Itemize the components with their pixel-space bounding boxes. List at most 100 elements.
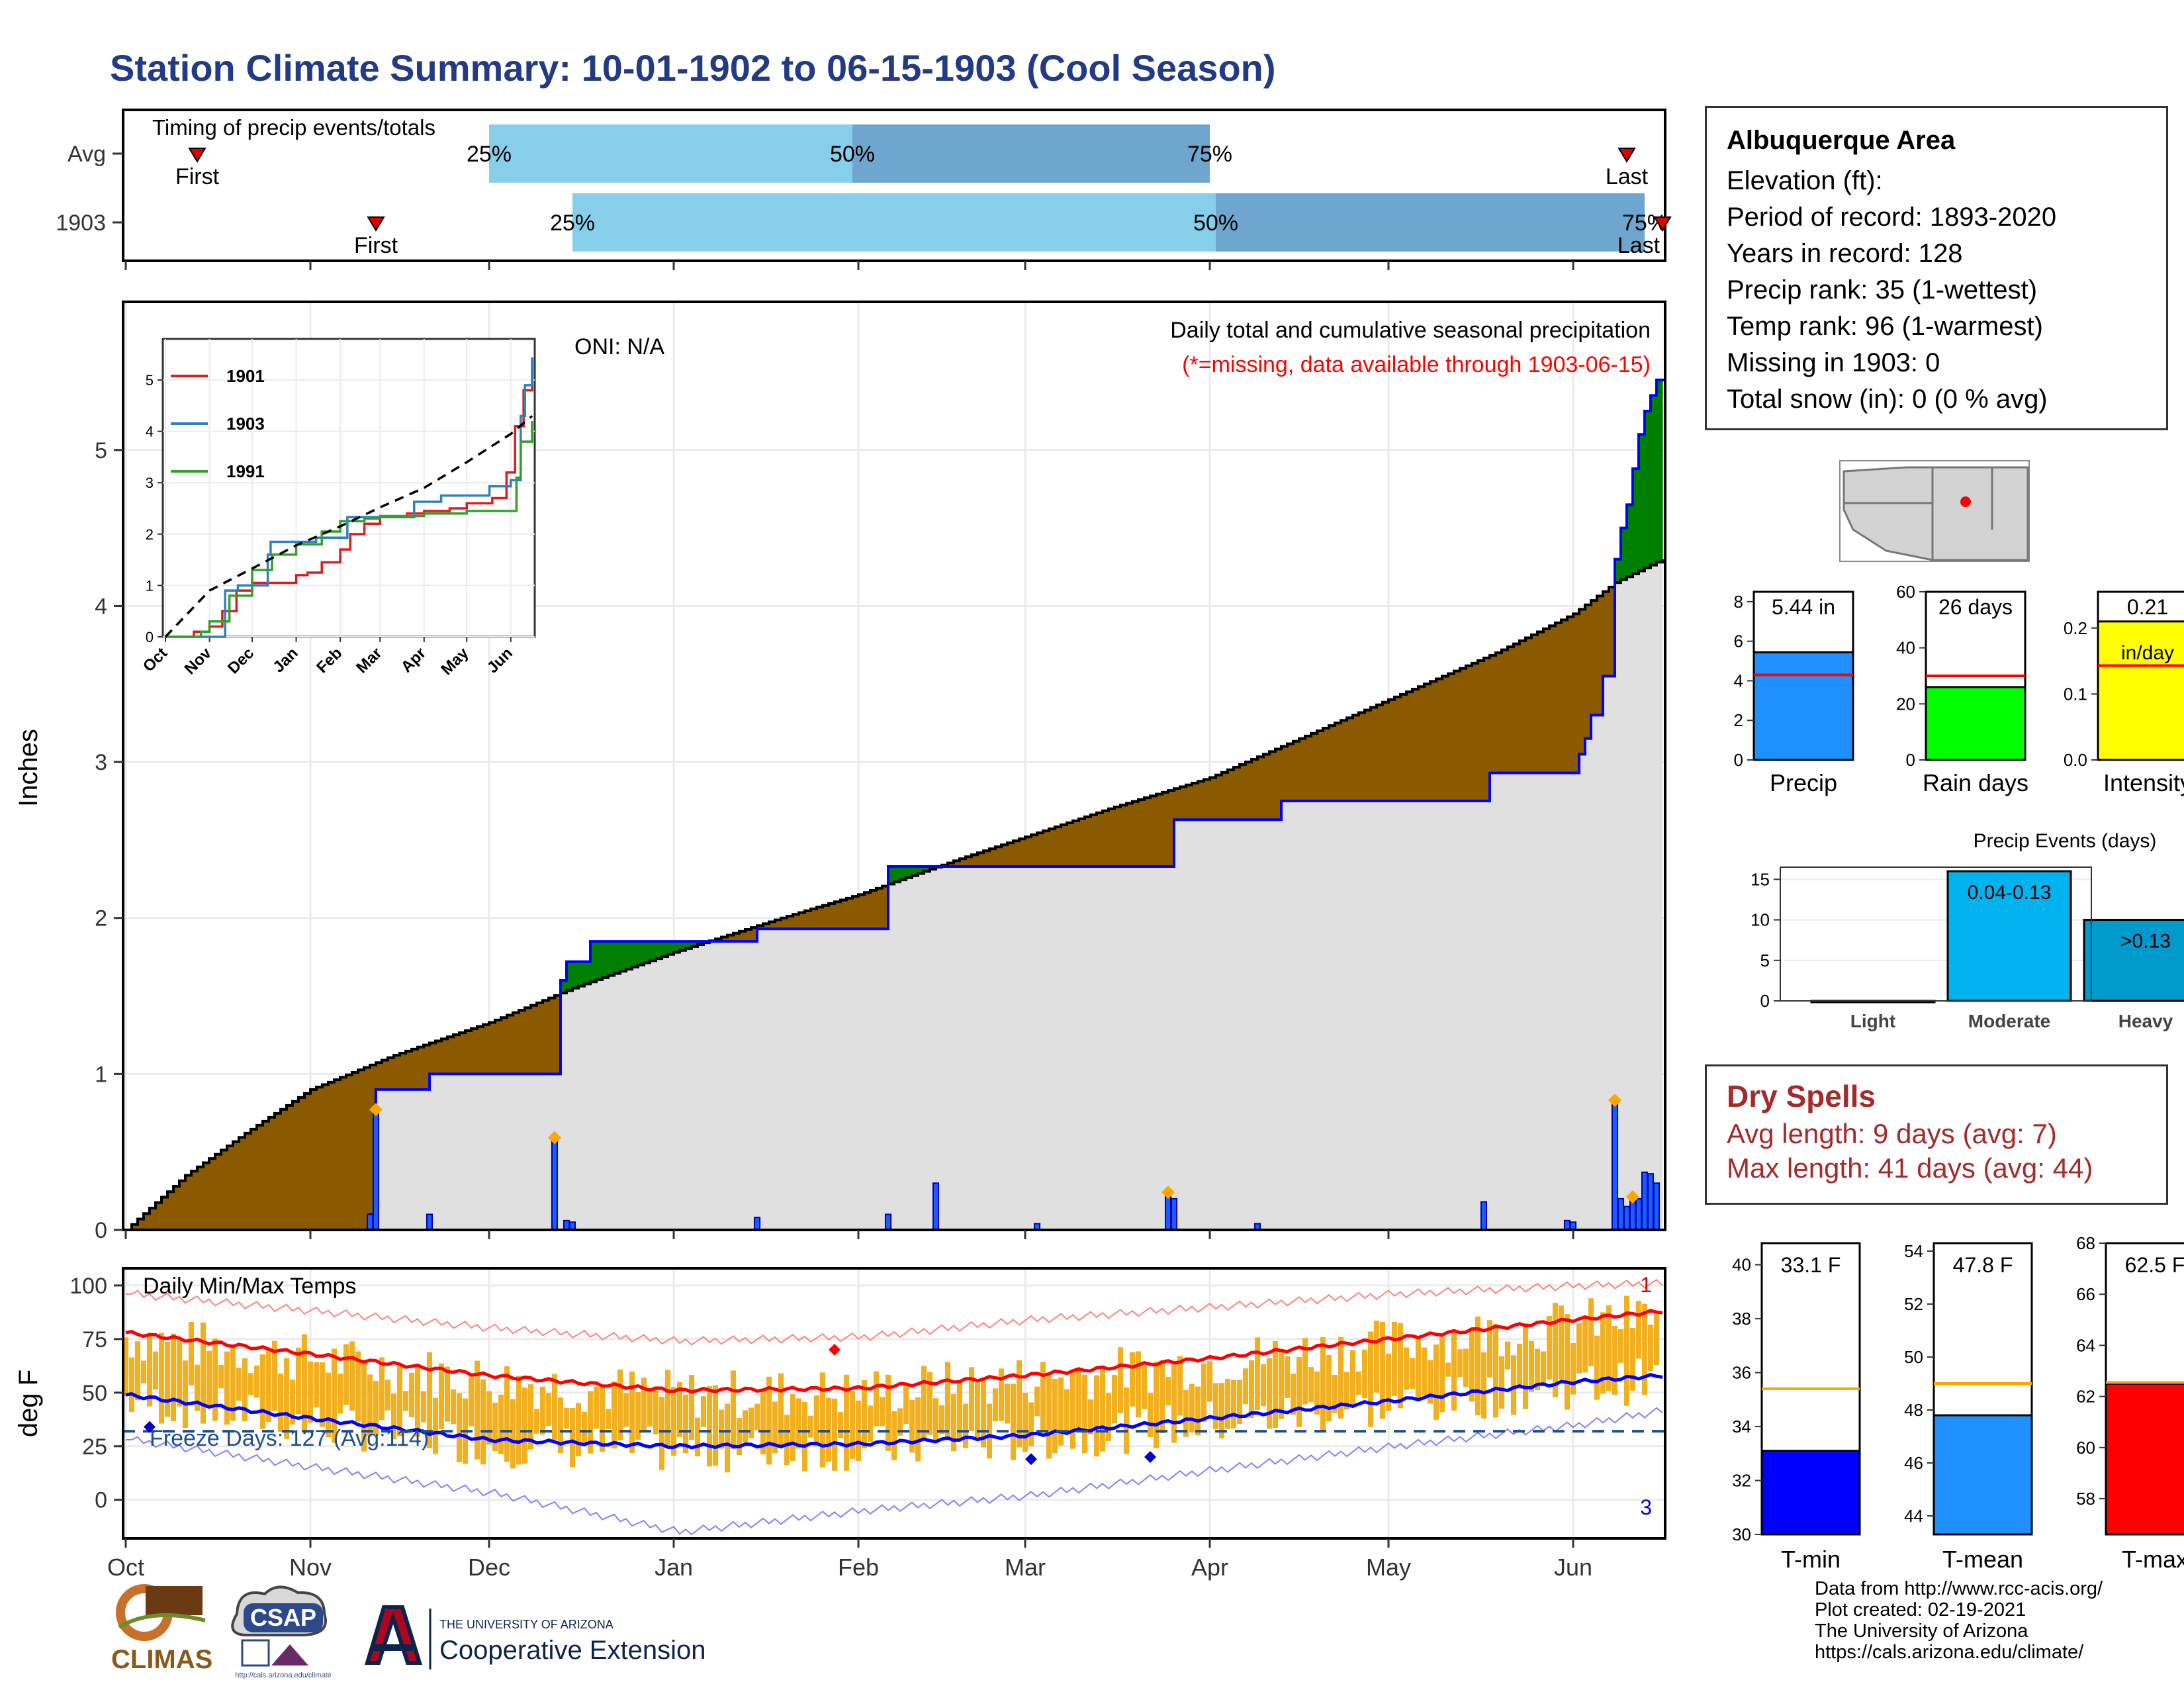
precip-deficit-fill <box>537 1002 543 1074</box>
daily-temp-bar <box>1206 1361 1213 1402</box>
precip-deficit-fill <box>781 917 788 929</box>
daily-temp-bar <box>218 1364 224 1389</box>
events-y-tick-label: 15 <box>1751 869 1770 889</box>
precip-deficit-fill <box>1418 686 1425 802</box>
precip-deficit-fill <box>215 1154 222 1230</box>
daily-temp-bar <box>1558 1305 1565 1380</box>
precip-deficit-fill <box>841 900 847 929</box>
inset-legend-label: 1991 <box>226 461 265 481</box>
station-period: Period of record: 1893-2020 <box>1727 203 2057 232</box>
precip-deficit-fill <box>1275 749 1282 820</box>
daily-temp-bar <box>1332 1374 1338 1413</box>
daily-temp-bar <box>653 1386 659 1434</box>
precip-deficit-fill <box>251 1129 257 1230</box>
precip-deficit-fill <box>1371 707 1377 802</box>
daily-temp-bar <box>1326 1355 1332 1422</box>
daily-temp-bar <box>1141 1365 1148 1409</box>
daily-temp-bar <box>617 1369 623 1440</box>
daily-temp-bar <box>1248 1360 1255 1418</box>
summary-bar <box>1925 686 2026 761</box>
precip-deficit-fill <box>823 905 829 929</box>
summary-y-tick-label: 4 <box>1734 671 1743 690</box>
daily-temp-bar <box>1617 1329 1624 1363</box>
timing-bar-50-75 <box>852 124 1210 183</box>
daily-precip-bar <box>932 1182 940 1231</box>
precip-deficit-fill <box>233 1141 240 1230</box>
precip-surplus-fill <box>650 941 657 961</box>
precip-deficit-fill <box>811 909 817 929</box>
month-label: Apr <box>1191 1554 1228 1581</box>
precip-deficit-fill <box>1007 843 1014 867</box>
footer-credits: Data from http://www.rcc-acis.org/ Plot … <box>1815 1578 2103 1663</box>
precip-deficit-fill <box>1460 668 1467 802</box>
precip-deficit-fill <box>1347 718 1353 802</box>
daily-temp-bar <box>790 1394 796 1461</box>
month-label: Oct <box>107 1554 144 1581</box>
climas-wordmark: CLIMAS <box>111 1645 212 1674</box>
daily-temp-bar <box>682 1394 689 1454</box>
precip-deficit-fill <box>1466 665 1473 802</box>
daily-temp-bar <box>1177 1356 1183 1416</box>
daily-temp-bar <box>492 1402 498 1452</box>
summary-value-label: 26 days <box>1938 595 2013 619</box>
ua-name: THE UNIVERSITY OF ARIZONA <box>439 1618 614 1631</box>
daily-temp-bar <box>444 1366 451 1422</box>
daily-temp-bar <box>706 1386 713 1467</box>
precip-deficit-fill <box>424 1045 430 1090</box>
precip-deficit-fill <box>989 849 996 867</box>
events-frame <box>1780 867 2092 1002</box>
precip-surplus-fill <box>924 866 931 872</box>
daily-temp-bar <box>1409 1358 1416 1389</box>
precip-deficit-fill <box>1281 746 1288 802</box>
daily-precip-bar <box>1623 1205 1631 1231</box>
precip-deficit-fill <box>1091 814 1097 867</box>
daily-temp-bar <box>242 1358 248 1422</box>
precip-deficit-fill <box>477 1026 484 1074</box>
precip-deficit-fill <box>346 1074 353 1230</box>
precip-deficit-fill <box>310 1089 317 1230</box>
summary-y-tick-label: 0.2 <box>2064 618 2087 638</box>
precip-deficit-fill <box>1424 684 1431 802</box>
precip-deficit-fill <box>1490 655 1496 773</box>
daily-temp-bar <box>1445 1362 1451 1377</box>
daily-temp-bar <box>313 1362 320 1408</box>
precip-deficit-fill <box>846 898 853 929</box>
summary-y-tick-label: 0.0 <box>2064 750 2087 770</box>
summary-y-tick-label: 20 <box>1896 694 1915 714</box>
precip-deficit-fill <box>739 931 746 942</box>
precip-deficit-fill <box>948 863 954 867</box>
precip-deficit-fill <box>1085 816 1091 867</box>
precip-deficit-fill <box>1561 620 1568 773</box>
timing-bar-25-50 <box>489 124 852 183</box>
precip-deficit-fill <box>995 847 1002 867</box>
daily-temp-bar <box>1594 1335 1600 1400</box>
precip-deficit-fill <box>227 1145 234 1230</box>
summary-y-tick-label: 60 <box>1896 582 1915 602</box>
daily-temp-bar <box>980 1377 987 1448</box>
daily-temp-bar <box>396 1364 403 1436</box>
daily-temp-bar <box>1570 1342 1576 1395</box>
precip-deficit-fill <box>805 910 811 929</box>
footer-plot-date: Plot created: 02-19-2021 <box>1815 1599 2026 1620</box>
daily-temp-bar <box>986 1403 993 1459</box>
daily-temp-bar <box>1552 1303 1559 1397</box>
summary-bar-label: Precip <box>1770 769 1837 796</box>
daily-temp-bar <box>450 1389 457 1425</box>
daily-temp-bar <box>390 1393 397 1440</box>
station-info-box: Albuquerque Area Elevation (ft): Period … <box>1705 106 2168 430</box>
summary-y-tick-label: 40 <box>1896 638 1915 658</box>
daily-temp-bar <box>146 1335 153 1407</box>
precip-y-tick-label: 2 <box>95 906 107 931</box>
dry-spells-max: Max length: 41 days (avg: 44) <box>1727 1152 2093 1184</box>
first-precip-marker <box>367 216 385 232</box>
precip-deficit-fill <box>817 907 823 929</box>
timing-pct-label: 50% <box>1193 211 1238 236</box>
temp-summary-y-tick-label: 40 <box>1732 1255 1751 1275</box>
precip-deficit-fill <box>1323 728 1330 802</box>
daily-temp-bar <box>1081 1374 1088 1454</box>
precip-deficit-fill <box>1043 831 1050 867</box>
precip-deficit-fill <box>156 1202 162 1230</box>
precip-deficit-fill <box>394 1055 400 1090</box>
daily-temp-bar <box>1117 1347 1124 1414</box>
